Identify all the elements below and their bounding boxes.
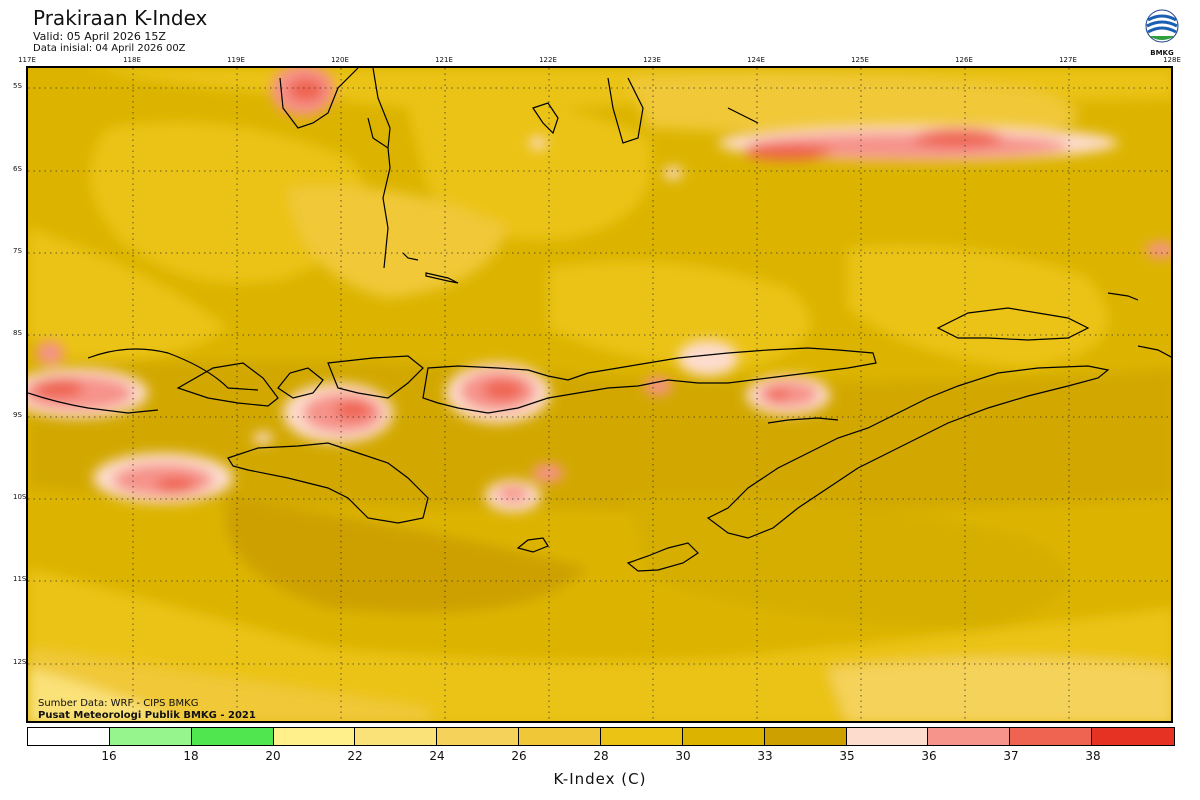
lat-label: 9S — [13, 411, 22, 419]
data-source: Sumber Data: WRF - CIPS BMKG — [38, 698, 199, 709]
colorbar-tick-label: 20 — [265, 749, 281, 763]
lat-label: 7S — [13, 247, 22, 255]
colorbar-tick-label: 28 — [593, 749, 609, 763]
colorbar-swatch — [355, 728, 438, 745]
logo-text: BMKG — [1150, 49, 1174, 57]
colorbar-swatch — [437, 728, 520, 745]
lat-label: 5S — [13, 82, 22, 90]
colorbar-swatch — [273, 728, 356, 745]
lon-label: 120E — [331, 56, 349, 64]
colorbar-title: K-Index (C) — [553, 770, 647, 788]
lon-label: 125E — [851, 56, 869, 64]
lon-label: 122E — [539, 56, 557, 64]
valid-time: Valid: 05 April 2026 15Z — [33, 30, 166, 43]
colorbar-swatch — [519, 728, 602, 745]
lat-label: 10S — [13, 493, 27, 501]
colorbar-tick-label: 24 — [429, 749, 445, 763]
colorbar-tick-label: 38 — [1085, 749, 1101, 763]
credit: Pusat Meteorologi Publik BMKG - 2021 — [38, 710, 256, 721]
lon-label: 117E — [18, 56, 36, 64]
coastlines — [28, 68, 1171, 572]
colorbar-swatch — [928, 728, 1011, 745]
colorbar-swatch — [682, 728, 765, 745]
high-k-index-cells — [28, 68, 1171, 512]
lon-label: 126E — [955, 56, 973, 64]
colorbar — [27, 727, 1175, 746]
k-index-field — [28, 68, 1171, 721]
colorbar-tick-label: 33 — [757, 749, 773, 763]
lat-label: 8S — [13, 329, 22, 337]
graticule — [28, 68, 1171, 721]
colorbar-tick-label: 16 — [101, 749, 117, 763]
map-canvas — [28, 68, 1171, 721]
colorbar-swatch — [601, 728, 683, 745]
colorbar-swatch — [1010, 728, 1093, 745]
lat-label: 6S — [13, 165, 22, 173]
lon-label: 128E — [1163, 56, 1181, 64]
lon-label: 118E — [123, 56, 141, 64]
initial-data-time: Data inisial: 04 April 2026 00Z — [33, 43, 186, 54]
colorbar-tick-label: 26 — [511, 749, 527, 763]
bmkg-logo-icon: BMKG — [1140, 8, 1184, 58]
colorbar-swatch — [1092, 728, 1175, 745]
colorbar-tick-label: 36 — [921, 749, 937, 763]
colorbar-tick-label: 22 — [347, 749, 363, 763]
colorbar-tick-label: 18 — [183, 749, 199, 763]
lon-label: 121E — [435, 56, 453, 64]
lat-label: 12S — [13, 658, 27, 666]
colorbar-tick-label: 35 — [839, 749, 855, 763]
colorbar-swatch — [28, 728, 110, 745]
lat-label: 11S — [13, 575, 27, 583]
colorbar-swatch — [846, 728, 929, 745]
lon-label: 119E — [227, 56, 245, 64]
colorbar-tick-label: 30 — [675, 749, 691, 763]
colorbar-swatch — [191, 728, 274, 745]
lon-label: 123E — [643, 56, 661, 64]
k-index-map — [26, 66, 1173, 723]
chart-title: Prakiraan K-Index — [33, 6, 208, 30]
colorbar-tick-label: 37 — [1003, 749, 1019, 763]
lon-label: 124E — [747, 56, 765, 64]
lon-label: 127E — [1059, 56, 1077, 64]
colorbar-swatch — [109, 728, 192, 745]
colorbar-swatch — [764, 728, 847, 745]
